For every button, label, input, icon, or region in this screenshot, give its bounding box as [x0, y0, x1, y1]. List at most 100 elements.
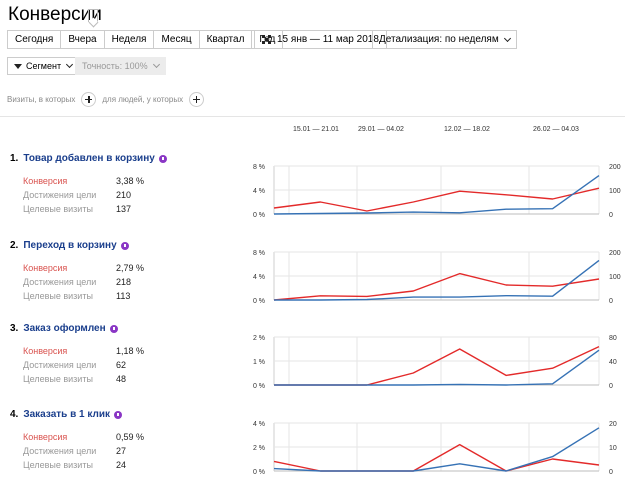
chart-right-tick-label: 0	[609, 212, 613, 219]
target-visits-label: Целевые визиты	[23, 204, 93, 214]
chart-right-tick-label: 0	[609, 469, 613, 476]
target-visits-label: Целевые визиты	[23, 460, 93, 470]
goal-title: 2. Переход в корзину	[10, 240, 144, 251]
conversion-value: 2,79 %	[116, 263, 145, 273]
target-visits-label: Целевые визиты	[23, 291, 93, 301]
chart-left-tick-label: 4 %	[253, 274, 265, 281]
target-visits-value: 24	[116, 460, 127, 470]
goal-name-link[interactable]: Товар добавлен в корзину	[23, 153, 155, 164]
goal-number: 2.	[10, 240, 19, 251]
conversion-label: Конверсия	[23, 346, 68, 356]
period-week-button[interactable]: Неделя	[103, 30, 154, 49]
conversion-label: Конверсия	[23, 263, 68, 273]
goal-block: 1. Товар добавлен в корзину Конверсия 3,3…	[10, 153, 167, 216]
period-month-button[interactable]: Месяц	[153, 30, 199, 49]
segment-conditions: Визиты, в которых для людей, у которых	[7, 92, 210, 107]
chart-left-tick-label: 2 %	[253, 335, 265, 342]
accuracy-label: Точность: 100%	[82, 61, 148, 71]
bookmark-icon[interactable]	[88, 9, 98, 22]
conversion-label: Конверсия	[23, 432, 68, 442]
target-visits-line	[273, 175, 600, 215]
chart-right-tick-label: 200	[609, 250, 621, 257]
goal-block: 3. Заказ оформлен Конверсия 1,18 % Достиж…	[10, 323, 144, 386]
goal-name-link[interactable]: Переход в корзину	[23, 240, 117, 251]
goal-metrics: Конверсия 2,79 % Достижения цели 218 Целев…	[23, 261, 144, 303]
chart-left-tick-label: 1 %	[253, 359, 265, 366]
reaches-label: Достижения цели	[23, 190, 97, 200]
chart-left-tick-label: 8 %	[253, 164, 265, 171]
conversion-value: 0,59 %	[116, 432, 145, 442]
goal-name-link[interactable]: Заказать в 1 клик	[23, 409, 110, 420]
date-range-label: 15 янв — 11 мар 2018	[277, 34, 379, 45]
chart-right-tick-label: 10	[609, 445, 617, 452]
chart-left-tick-label: 4 %	[253, 188, 265, 195]
conversion-label: Конверсия	[23, 176, 68, 186]
goal-name-link[interactable]: Заказ оформлен	[23, 323, 106, 334]
goal-title: 1. Товар добавлен в корзину	[10, 153, 167, 164]
conversion-line	[273, 187, 600, 212]
chart-right-tick-label: 200	[609, 164, 621, 171]
accuracy-dropdown[interactable]: Точность: 100%	[75, 57, 166, 75]
chart-left-tick-label: 4 %	[253, 421, 265, 428]
period-selector: Сегодня Вчера Неделя Месяц Квартал Год	[7, 30, 284, 49]
people-condition-label: для людей, у которых	[102, 95, 184, 104]
segment-label: Сегмент	[26, 61, 62, 71]
chart-left-tick-label: 0 %	[253, 469, 265, 476]
goal-block: 4. Заказать в 1 клик Конверсия 0,59 % Дос…	[10, 409, 144, 472]
goal-title: 3. Заказ оформлен	[10, 323, 144, 334]
period-axis: 15.01 — 21.01 29.01 — 04.02 12.02 — 18.0…	[0, 120, 625, 140]
period-axis-label: 29.01 — 04.02	[358, 126, 404, 133]
info-icon[interactable]	[113, 410, 122, 419]
goal-type-icon[interactable]	[120, 241, 129, 250]
calendar-icon	[262, 35, 271, 44]
conversion-line	[274, 345, 600, 386]
add-visits-condition-button[interactable]	[81, 92, 97, 107]
goal-block: 2. Переход в корзину Конверсия 2,79 % Дос…	[10, 240, 144, 303]
reaches-value: 62	[116, 360, 127, 370]
chart-right-tick-label: 20	[609, 421, 617, 428]
visits-condition-label: Визиты, в которых	[7, 95, 76, 104]
target-visits-line	[273, 427, 600, 472]
detail-label: Детализация: по неделям	[379, 34, 499, 45]
period-axis-label: 12.02 — 18.02	[444, 126, 490, 133]
chart-right-tick-label: 80	[609, 335, 617, 342]
chart-right-tick-label: 0	[609, 383, 613, 390]
filter-icon	[14, 63, 22, 69]
detail-dropdown[interactable]: Детализация: по неделям	[372, 30, 517, 49]
page-title: Конверсии	[8, 4, 102, 25]
goal-number: 1.	[10, 153, 19, 164]
period-axis-label: 15.01 — 21.01	[293, 126, 339, 133]
chart-left-tick-label: 0 %	[253, 212, 265, 219]
chart-right-tick-label: 100	[609, 274, 621, 281]
target-visits-line	[274, 259, 600, 301]
goal-metrics: Конверсия 3,38 % Достижения цели 210 Целев…	[23, 174, 167, 216]
conversion-line	[273, 272, 600, 301]
target-visits-line	[274, 349, 600, 386]
reaches-label: Достижения цели	[23, 446, 97, 456]
goal-number: 3.	[10, 323, 19, 334]
conversion-value: 3,38 %	[116, 176, 145, 186]
period-axis-label: 26.02 — 04.03	[533, 126, 579, 133]
target-visits-value: 137	[116, 204, 132, 214]
conversion-value: 1,18 %	[116, 346, 145, 356]
reaches-value: 210	[116, 190, 132, 200]
target-visits-value: 48	[116, 374, 127, 384]
chart-right-tick-label: 100	[609, 188, 621, 195]
period-yesterday-button[interactable]: Вчера	[60, 30, 104, 49]
chart-left-tick-label: 0 %	[253, 298, 265, 305]
chart-left-tick-label: 8 %	[253, 250, 265, 257]
info-icon[interactable]	[158, 154, 167, 163]
goal-metrics: Конверсия 1,18 % Достижения цели 62 Целевы…	[23, 344, 144, 386]
period-quarter-button[interactable]: Квартал	[198, 30, 252, 49]
reaches-value: 27	[116, 446, 127, 456]
divider	[0, 116, 625, 117]
goal-type-icon[interactable]	[109, 324, 118, 333]
period-today-button[interactable]: Сегодня	[7, 30, 61, 49]
goal-number: 4.	[10, 409, 19, 420]
chart-right-tick-label: 40	[609, 359, 617, 366]
add-people-condition-button[interactable]	[189, 92, 205, 107]
chart-left-tick-label: 2 %	[253, 445, 265, 452]
reaches-label: Достижения цели	[23, 360, 97, 370]
date-range-button[interactable]: 15 янв — 11 мар 2018	[254, 30, 387, 49]
